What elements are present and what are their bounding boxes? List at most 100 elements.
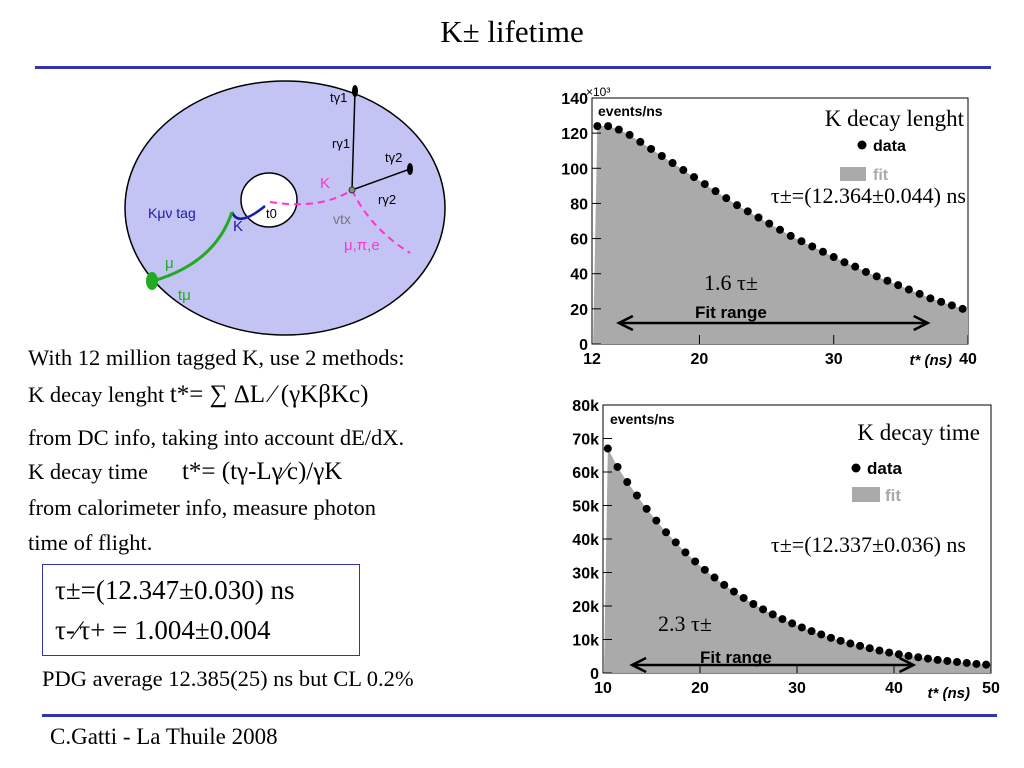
data-point <box>679 166 688 175</box>
data-point <box>972 659 981 668</box>
data-point <box>926 294 935 303</box>
k-upper-label: K <box>320 175 330 192</box>
vtx-label: vtx <box>333 211 351 227</box>
window-annotation: 2.3 τ± <box>658 611 712 636</box>
fit-range-left-head <box>616 314 634 332</box>
k-lower-label: K <box>233 218 243 235</box>
t0-label: t0 <box>266 206 277 221</box>
data-point <box>933 655 942 664</box>
body-line-4: K decay time t*= (tγ-Lγ∕c)/γK <box>28 459 342 484</box>
decay-length-formula: t*= ∑ ΔL ∕ (γKβKc) <box>169 381 369 408</box>
data-point <box>883 276 892 285</box>
mu-hit <box>146 272 158 290</box>
x-tick-label: 40 <box>959 351 977 368</box>
bottom-divider <box>42 714 997 717</box>
data-point <box>632 491 641 500</box>
y-tick-label: 0 <box>579 337 588 354</box>
data-point <box>817 630 826 639</box>
legend-data-marker <box>857 140 867 150</box>
y-tick-label: 80k <box>572 398 599 415</box>
data-point <box>662 528 671 537</box>
legend-fit-label: fit <box>873 167 889 184</box>
data-point <box>894 281 903 290</box>
mu-track <box>152 211 234 283</box>
top-divider <box>35 66 991 69</box>
lifetime-ratio: τ-∕τ+ = 1.004±0.004 <box>55 615 271 645</box>
k-track-pink <box>269 189 353 206</box>
data-point <box>657 151 666 160</box>
legend-data-marker <box>851 463 861 473</box>
data-point <box>733 201 742 210</box>
x-axis-label: t* (ns) <box>910 352 953 369</box>
footer-author: C.Gatti - La Thuile 2008 <box>50 724 278 749</box>
data-point <box>962 658 971 667</box>
data-point <box>759 605 768 614</box>
data-point <box>668 159 677 168</box>
photon-line-1 <box>351 90 356 191</box>
data-point <box>603 444 612 453</box>
data-point <box>872 272 881 281</box>
data-point <box>671 538 680 547</box>
data-point <box>690 173 699 182</box>
result-box: τ±=(12.347±0.030) ns τ-∕τ+ = 1.004±0.004 <box>42 564 360 656</box>
data-point <box>729 587 738 596</box>
decay-time-chart: 0 10k 20k 30k 40k 50k 60k 70k 80k 10 20 30 40 50 even… <box>572 398 1000 702</box>
x-tick-label: 20 <box>691 351 709 368</box>
data-point <box>807 627 816 636</box>
legend-data-label: data <box>873 138 906 155</box>
data-point <box>818 247 827 256</box>
detector-diagram: tγ1 rγ1 tγ2 rγ2 K vtx μ,π,e Kμν tag t0 K… <box>124 80 446 336</box>
data-point <box>700 565 709 574</box>
t-gamma2-label: tγ2 <box>385 150 402 165</box>
data-point <box>765 219 774 228</box>
data-point <box>885 648 894 657</box>
r-gamma1-label: rγ1 <box>332 136 350 151</box>
data-point <box>808 242 817 251</box>
data-point <box>614 125 623 134</box>
fit-range-arrow <box>616 314 931 332</box>
x-tick-label: 40 <box>885 680 903 697</box>
x-tick-label: 30 <box>825 351 843 368</box>
y-tick-label: 20k <box>572 599 599 616</box>
k-track-blue <box>230 205 266 220</box>
combined-lifetime: τ±=(12.347±0.030) ns <box>55 575 295 605</box>
body-line-4-text: K decay time <box>28 459 148 484</box>
window-annotation: 1.6 τ± <box>704 270 758 295</box>
data-point <box>636 137 645 146</box>
data-point <box>982 660 991 669</box>
body-line-1: With 12 million tagged K, use 2 methods: <box>28 345 405 370</box>
data-point <box>923 654 932 663</box>
data-point <box>739 593 748 602</box>
data-point <box>754 213 763 222</box>
legend-data-label: data <box>867 459 903 478</box>
mu-label: μ <box>165 255 174 272</box>
data-point <box>904 651 913 660</box>
t-gamma1-label: tγ1 <box>330 90 347 105</box>
data-point <box>797 623 806 632</box>
data-point <box>613 462 622 471</box>
pdg-note: PDG average 12.385(25) ns but CL 0.2% <box>42 666 414 691</box>
data-point <box>937 297 946 306</box>
data-point <box>861 267 870 276</box>
data-point <box>743 207 752 216</box>
x-tick-label: 30 <box>788 680 806 697</box>
data-point <box>851 262 860 271</box>
y-tick-label: 60 <box>570 232 588 249</box>
slide-title: K± lifetime <box>440 14 584 49</box>
photon-hit-2 <box>407 163 413 175</box>
y-tick-label: 20 <box>570 302 588 319</box>
y-tick-label: 50k <box>572 499 599 516</box>
y-axis-label: events/ns <box>598 103 663 119</box>
data-point <box>700 180 709 189</box>
data-point <box>749 599 758 608</box>
y-tick-label: 120 <box>561 126 588 143</box>
chart-title: K decay time <box>857 420 980 445</box>
y-tick-label: 0 <box>590 666 599 683</box>
y-tick-label: 80 <box>570 196 588 213</box>
data-point <box>836 636 845 645</box>
data-point <box>829 253 838 262</box>
fit-range-right-head <box>913 314 931 332</box>
tau-annotation: τ±=(12.364±0.044) ns <box>771 183 966 208</box>
mu-pi-e-label: μ,π,e <box>344 237 380 254</box>
legend-fit-marker <box>840 167 866 181</box>
